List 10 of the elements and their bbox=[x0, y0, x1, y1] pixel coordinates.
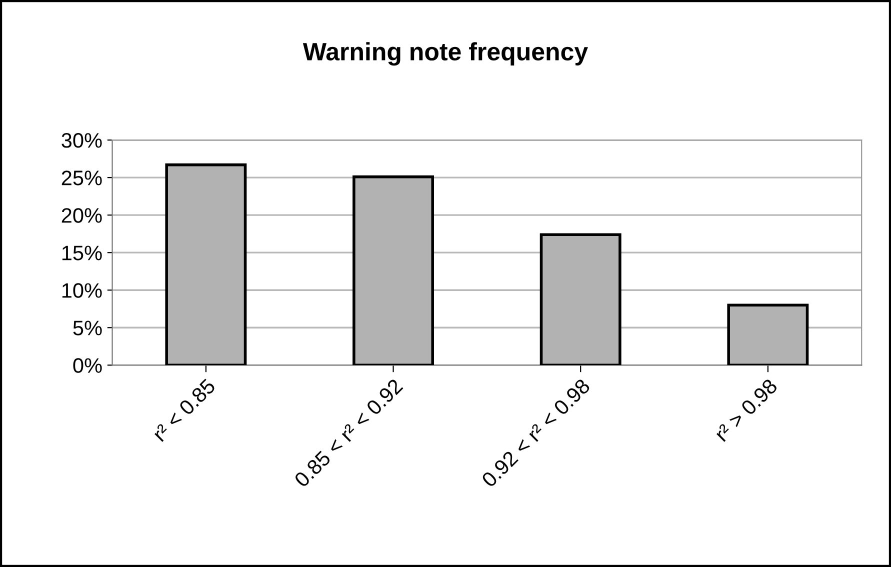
y-tick-label: 5% bbox=[73, 320, 102, 336]
y-tick-label: 25% bbox=[62, 170, 102, 186]
x-tick-label: r² > 0.98 bbox=[714, 378, 778, 442]
x-tick-label: 0.92 < r² < 0.98 bbox=[480, 378, 591, 488]
y-tick-label: 0% bbox=[73, 358, 102, 373]
y-tick-label: 20% bbox=[62, 208, 102, 223]
y-tick-label: 30% bbox=[62, 133, 102, 148]
chart-title: Warning note frequency bbox=[302, 42, 588, 66]
y-tick-label: 10% bbox=[62, 283, 102, 298]
y-tick-label: 15% bbox=[62, 246, 102, 260]
